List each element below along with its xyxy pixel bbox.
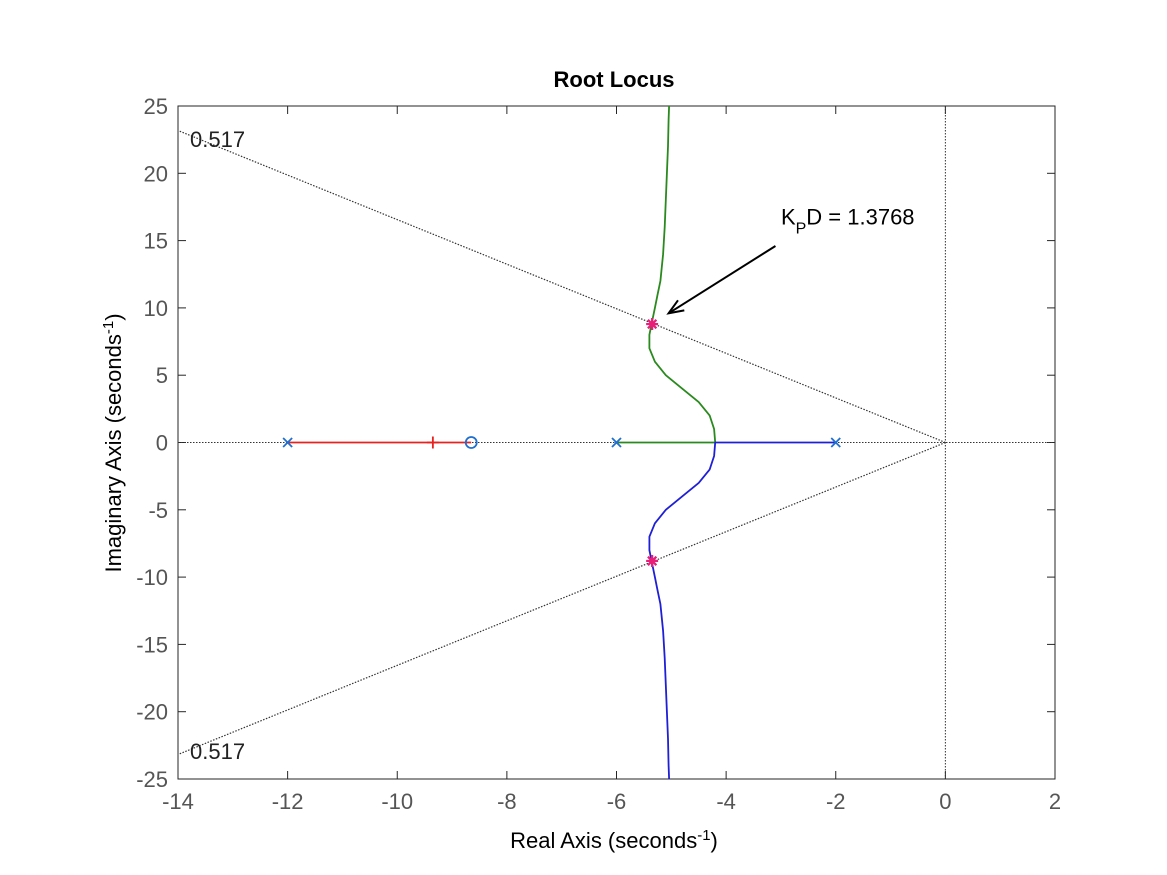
chart-title: Root Locus: [554, 67, 675, 92]
zero-marker: [464, 436, 478, 449]
annotation-arrow-head: [666, 299, 685, 315]
y-tick-label: 0: [156, 431, 168, 456]
pole-marker: [830, 437, 841, 448]
x-tick-label: 0: [939, 789, 951, 814]
locus-branch-3: [648, 441, 836, 779]
x-tick-label: 2: [1049, 789, 1061, 814]
damping-label-upper: 0.517: [190, 127, 245, 152]
x-tick-label: -2: [826, 789, 846, 814]
x-tick-label: -6: [607, 789, 627, 814]
pole-marker: [282, 437, 293, 448]
x-tick-label: -14: [162, 789, 194, 814]
pole-marker: [611, 437, 622, 448]
y-tick-label: -5: [148, 498, 168, 523]
y-tick-label: 25: [144, 94, 168, 119]
locus-branch-2: [616, 106, 717, 444]
x-axis-label: Real Axis (seconds-1): [510, 827, 718, 854]
y-axis-label: Imaginary Axis (seconds-1): [100, 313, 127, 572]
annotation-arrow-line: [668, 245, 776, 315]
y-tick-label: -20: [136, 700, 168, 725]
x-tick-label: -12: [272, 789, 304, 814]
y-tick-label: -25: [136, 767, 168, 792]
damping-line-upper: [178, 129, 946, 444]
damping-line-lower: [178, 441, 946, 756]
y-tick-label: 5: [156, 363, 168, 388]
damping-label-lower: 0.517: [190, 739, 245, 764]
y-tick-label: -10: [136, 565, 168, 590]
y-tick-label: 15: [144, 229, 168, 254]
x-tick-label: -4: [716, 789, 736, 814]
y-tick-label: 10: [144, 296, 168, 321]
y-tick-label: -15: [136, 632, 168, 657]
selected-point-marker: [646, 318, 659, 331]
gain-annotation: KPD = 1.3768: [781, 204, 915, 237]
gain-tick-marker: [426, 436, 439, 449]
y-tick-label: 20: [144, 161, 168, 186]
selected-point-marker: [646, 554, 659, 567]
x-tick-label: -10: [381, 789, 413, 814]
x-tick-label: -8: [497, 789, 517, 814]
